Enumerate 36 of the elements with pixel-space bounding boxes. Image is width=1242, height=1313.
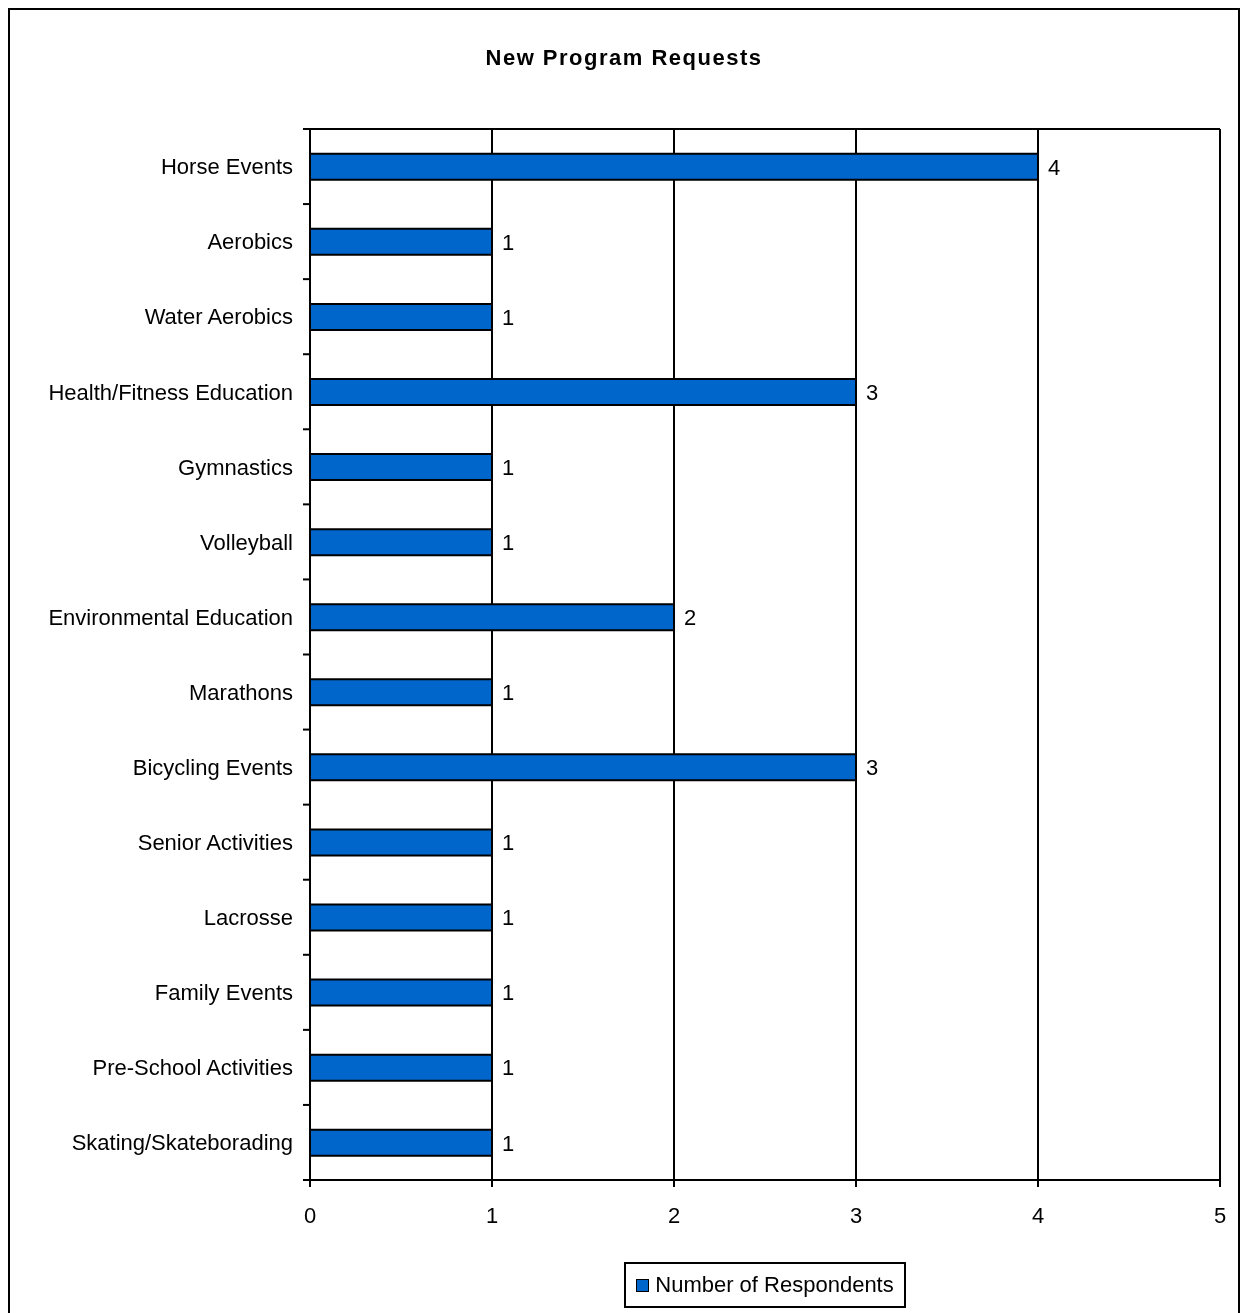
- y-tick-label: Aerobics: [207, 229, 293, 255]
- y-tick-label: Environmental Education: [48, 604, 293, 630]
- x-tick-label: 5: [1213, 1202, 1227, 1228]
- data-label: 1: [502, 529, 515, 555]
- y-tick-label: Senior Activities: [137, 829, 293, 855]
- legend-label: Number of Respondents: [655, 1272, 894, 1298]
- y-tick-label: Volleyball: [200, 529, 293, 555]
- data-label: 1: [502, 830, 515, 856]
- data-label: 1: [502, 1055, 515, 1081]
- data-label: 1: [502, 454, 515, 480]
- data-label: 1: [502, 304, 515, 330]
- x-tick-label: 3: [849, 1202, 863, 1228]
- y-tick-label: Bicycling Events: [132, 754, 293, 780]
- y-tick-label: Water Aerobics: [144, 304, 293, 330]
- data-label: 3: [866, 755, 879, 781]
- data-label: 1: [502, 680, 515, 706]
- data-label: 1: [502, 980, 515, 1006]
- y-tick-label: Lacrosse: [203, 905, 293, 931]
- x-tick-label: 4: [1031, 1202, 1045, 1228]
- y-tick-label: Family Events: [154, 980, 293, 1006]
- y-tick-label: Gymnastics: [178, 454, 293, 480]
- y-tick-label: Skating/Skateborading: [71, 1130, 293, 1156]
- y-tick-label: Horse Events: [160, 154, 293, 180]
- chart-title: New Program Requests: [484, 45, 764, 71]
- x-tick-label: 0: [303, 1202, 317, 1228]
- x-tick-label: 2: [667, 1202, 681, 1228]
- data-label: 3: [866, 379, 879, 405]
- y-tick-label: Health/Fitness Education: [48, 379, 293, 405]
- data-label: 4: [1048, 154, 1061, 180]
- data-label: 1: [502, 1130, 515, 1156]
- x-tick-label: 1: [485, 1202, 499, 1228]
- data-label: 2: [684, 605, 697, 631]
- y-tick-label: Marathons: [189, 679, 293, 705]
- data-label: 1: [502, 905, 515, 931]
- y-tick-label: Pre-School Activities: [92, 1055, 293, 1081]
- data-label: 1: [502, 229, 515, 255]
